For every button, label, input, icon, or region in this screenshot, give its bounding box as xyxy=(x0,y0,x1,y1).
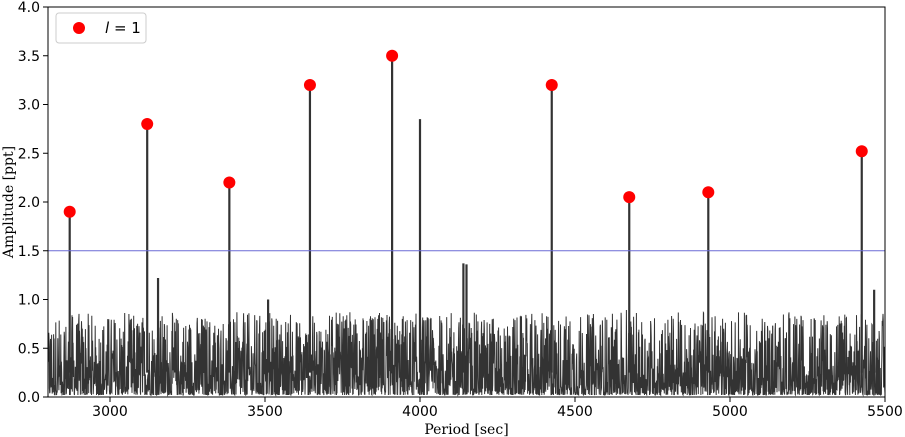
y-axis-label: Amplitude [ppt] xyxy=(1,146,17,259)
legend-label-var: l xyxy=(105,19,110,37)
legend-label-rest: = 1 xyxy=(109,19,141,37)
l1-marker-0 xyxy=(63,205,76,218)
x-tick-label: 4000 xyxy=(402,404,438,420)
y-axis: 0.0 0.5 1.0 1.5 2.0 2.5 3.0 3.5 4.0 xyxy=(18,0,48,406)
marker-layer xyxy=(63,49,868,218)
y-tick-label: 3.5 xyxy=(18,49,40,65)
l1-marker-2 xyxy=(223,176,236,189)
legend-box xyxy=(55,12,147,44)
l1-marker-3 xyxy=(303,79,316,91)
x-tick-label: 3000 xyxy=(92,404,128,420)
l1-marker-5 xyxy=(545,79,558,91)
y-tick-label: 1.0 xyxy=(18,293,40,309)
y-tick-label: 0.5 xyxy=(18,341,40,357)
plot-area xyxy=(47,6,886,398)
y-tick-label: 3.0 xyxy=(18,98,40,114)
x-tick-label: 5500 xyxy=(867,404,903,420)
y-tick-label: 0.0 xyxy=(18,390,40,406)
y-tick-label: 1.5 xyxy=(18,244,40,260)
x-tick-label: 5000 xyxy=(712,404,748,420)
x-axis-label: Period [sec] xyxy=(424,422,508,437)
x-tick-label: 4500 xyxy=(557,404,593,420)
l1-marker-7 xyxy=(702,186,715,199)
l1-marker-6 xyxy=(623,191,636,204)
x-axis: 3000 3500 4000 4500 5000 5500 xyxy=(92,397,903,420)
l1-marker-4 xyxy=(386,49,399,62)
y-tick-label: 2.5 xyxy=(18,146,40,162)
l1-marker-1 xyxy=(141,118,154,130)
y-tick-label: 2.0 xyxy=(18,195,40,211)
x-tick-label: 3500 xyxy=(247,404,283,420)
legend: l = 1 xyxy=(55,12,147,44)
l1-marker-8 xyxy=(855,145,868,158)
legend-label: l = 1 xyxy=(105,19,141,37)
spectrum-layer xyxy=(48,55,885,397)
y-tick-label: 4.0 xyxy=(18,0,40,16)
legend-marker xyxy=(73,22,85,34)
